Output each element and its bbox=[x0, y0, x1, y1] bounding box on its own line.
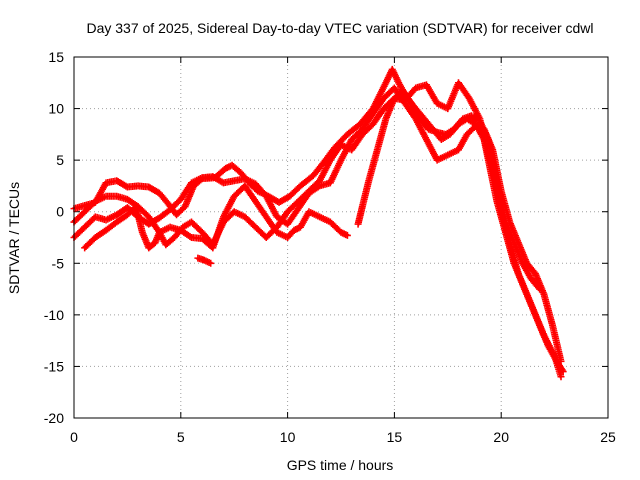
data-point-marker bbox=[557, 373, 565, 381]
y-tick-label: -15 bbox=[44, 358, 64, 374]
data-point-marker bbox=[343, 231, 351, 239]
y-tick-label: 5 bbox=[56, 152, 64, 168]
data-point-marker bbox=[536, 285, 544, 293]
data-point-marker bbox=[534, 284, 542, 292]
series-track-2 bbox=[70, 79, 567, 376]
plot-area-frame bbox=[73, 56, 609, 419]
x-tick-label: 20 bbox=[493, 429, 509, 445]
data-point-marker bbox=[557, 357, 565, 365]
data-point-marker bbox=[207, 259, 215, 267]
x-tick-label: 0 bbox=[70, 429, 78, 445]
data-point-marker bbox=[559, 368, 567, 376]
x-axis-ticks: 0 5 10 15 20 25 bbox=[70, 57, 616, 445]
chart-title: Day 337 of 2025, Sidereal Day-to-day VTE… bbox=[86, 20, 593, 36]
y-tick-label: -10 bbox=[44, 307, 64, 323]
data-points bbox=[70, 65, 567, 381]
series-track-6 bbox=[354, 87, 544, 293]
x-tick-label: 25 bbox=[600, 429, 616, 445]
series-track-3 bbox=[70, 84, 565, 365]
x-axis-label: GPS time / hours bbox=[287, 457, 394, 473]
y-tick-label: 10 bbox=[48, 101, 64, 117]
x-tick-label: 15 bbox=[387, 429, 403, 445]
y-tick-label: 15 bbox=[48, 49, 64, 65]
y-tick-label: -5 bbox=[52, 255, 65, 271]
x-tick-label: 10 bbox=[280, 429, 296, 445]
series-track-5 bbox=[194, 254, 215, 267]
data-point-marker bbox=[558, 366, 566, 374]
y-axis-ticks: -20 -15 -10 -5 0 5 10 15 bbox=[44, 49, 608, 426]
x-tick-label: 5 bbox=[177, 429, 185, 445]
data-point-marker bbox=[186, 232, 194, 240]
y-tick-label: 0 bbox=[56, 204, 64, 220]
y-tick-label: -20 bbox=[44, 410, 64, 426]
grid-lines bbox=[74, 57, 608, 418]
y-axis-label: SDTVAR / TECUs bbox=[6, 182, 22, 294]
series-track-4 bbox=[81, 182, 351, 252]
